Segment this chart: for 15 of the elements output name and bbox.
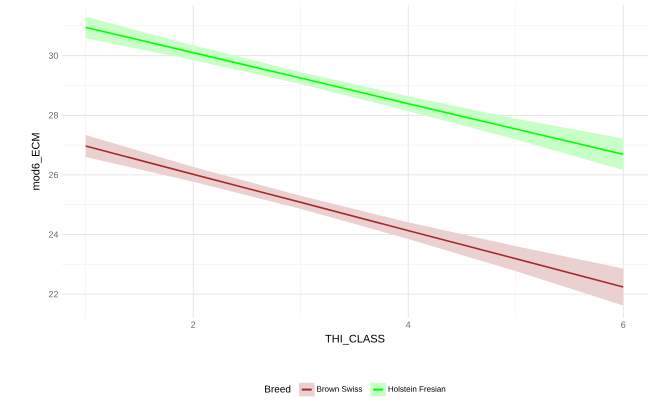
line-series: [84, 145, 624, 288]
y-tick-label: 30: [48, 52, 58, 59]
y-tick-label: 24: [48, 231, 58, 238]
legend-label: Brown Swiss: [317, 386, 362, 392]
line-series: [84, 26, 624, 156]
x-axis-title: THI_CLASS: [325, 334, 384, 345]
legend-label: Holstein Fresian: [388, 386, 446, 392]
x-tick-label: 2: [191, 322, 196, 328]
legend-title: Breed: [265, 385, 290, 393]
x-tick-label: 6: [621, 322, 626, 328]
y-tick-label: 26: [48, 172, 58, 178]
y-tick-label: 28: [48, 112, 58, 118]
y-tick-label: 22: [48, 290, 58, 298]
y-axis-title: mod6_ECM: [31, 133, 42, 190]
x-tick-label: 4: [406, 322, 410, 328]
